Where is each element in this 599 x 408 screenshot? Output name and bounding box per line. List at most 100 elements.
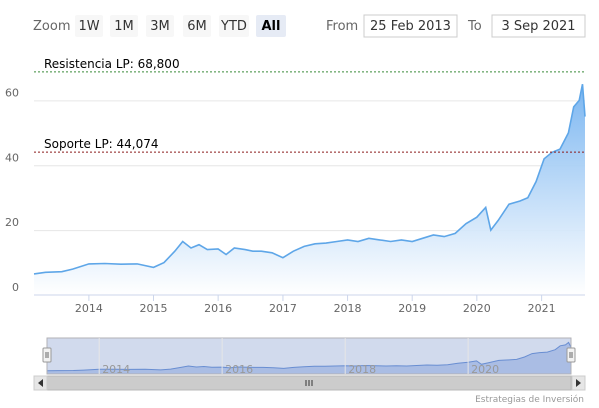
navigator-area xyxy=(47,342,571,374)
data-point xyxy=(476,216,478,218)
arrow-right-icon xyxy=(576,379,581,387)
data-point xyxy=(508,203,510,205)
navigator-tick-label: 2014 xyxy=(102,363,130,376)
zoom-button-label: 3M xyxy=(150,19,170,34)
zoom-button-3m[interactable]: 3M xyxy=(146,15,174,37)
zoom-button-1m[interactable]: 1M xyxy=(110,15,138,37)
data-point xyxy=(390,240,392,242)
data-point xyxy=(61,271,63,273)
data-point xyxy=(527,197,529,199)
x-axis: 2014 2015 2016 2017 2018 2019 2020 2021 xyxy=(75,295,556,315)
data-point xyxy=(465,223,467,225)
x-tick-label: 2019 xyxy=(398,302,426,315)
zoom-label: Zoom xyxy=(33,19,70,34)
support-label: Soporte LP: 44,074 xyxy=(44,137,159,151)
data-point xyxy=(314,243,316,245)
navigator-mask[interactable] xyxy=(46,337,572,375)
data-point xyxy=(357,240,359,242)
zoom-button-label: 1W xyxy=(78,19,99,34)
data-point xyxy=(190,247,192,249)
data-point xyxy=(271,252,273,254)
zoom-button-1w[interactable]: 1W xyxy=(75,15,103,37)
data-point xyxy=(136,263,138,265)
navigator-line xyxy=(46,341,572,372)
data-point xyxy=(454,232,456,234)
chart-credit: Estrategias de Inversión xyxy=(475,394,584,405)
data-point xyxy=(567,132,569,134)
zoom-button-ytd[interactable]: YTD xyxy=(219,15,249,37)
data-point xyxy=(282,257,284,259)
y-tick-label: 0 xyxy=(12,281,19,294)
from-date-input[interactable] xyxy=(363,14,458,38)
data-point xyxy=(490,229,492,231)
data-point xyxy=(174,250,176,252)
data-point xyxy=(368,237,370,239)
data-point xyxy=(551,151,553,153)
zoom-button-label: All xyxy=(262,19,281,34)
navigator-handle-right[interactable] xyxy=(566,347,576,363)
x-tick-label: 2015 xyxy=(140,302,168,315)
data-point xyxy=(485,206,487,208)
scrollbar-grip-icon xyxy=(305,380,313,386)
data-point xyxy=(543,158,545,160)
from-label: From xyxy=(326,19,358,34)
navigator-tick-label: 2016 xyxy=(225,363,253,376)
x-tick-label: 2014 xyxy=(75,302,103,315)
navigator-tick-label: 2020 xyxy=(471,363,499,376)
y-axis: 0 20 40 60 xyxy=(5,86,19,294)
data-point xyxy=(303,245,305,247)
data-point xyxy=(573,106,575,108)
data-point xyxy=(559,148,561,150)
series-area xyxy=(34,84,585,295)
data-point xyxy=(252,250,254,252)
y-tick-label: 20 xyxy=(5,216,19,229)
to-label: To xyxy=(467,19,482,34)
navigator[interactable]: 2014 2016 2018 2020 xyxy=(34,337,585,376)
arrow-left-icon xyxy=(38,379,43,387)
data-point xyxy=(325,242,327,244)
data-point xyxy=(497,219,499,221)
scrollbar[interactable] xyxy=(33,375,586,391)
from-date-value: 25 Feb 2013 xyxy=(370,19,451,34)
data-point xyxy=(260,250,262,252)
data-point xyxy=(198,244,200,246)
data-point xyxy=(244,249,246,251)
y-tick-label: 60 xyxy=(5,86,19,99)
data-point xyxy=(163,262,165,264)
scroll-left-button[interactable] xyxy=(33,375,48,391)
data-point xyxy=(584,116,586,118)
annotations: Resistencia LP: 68,800 Soporte LP: 44,074 xyxy=(34,57,585,153)
data-point xyxy=(233,247,235,249)
zoom-button-label: YTD xyxy=(220,19,247,34)
data-point xyxy=(432,234,434,236)
x-tick-label: 2017 xyxy=(269,302,297,315)
x-tick-label: 2021 xyxy=(528,302,556,315)
data-point xyxy=(88,263,90,265)
to-date-value: 3 Sep 2021 xyxy=(501,19,575,34)
data-point xyxy=(578,99,580,101)
series-line xyxy=(33,84,586,275)
range-selector: Zoom 1W 1M 3M 6M YTD All From 25 Feb 2013 To … xyxy=(33,14,586,38)
data-point xyxy=(400,239,402,241)
data-point xyxy=(33,273,35,275)
zoom-button-6m[interactable]: 6M xyxy=(183,15,211,37)
data-point xyxy=(104,263,106,265)
data-point xyxy=(519,200,521,202)
scroll-right-button[interactable] xyxy=(571,375,586,391)
data-point xyxy=(225,253,227,255)
resistance-label: Resistencia LP: 68,800 xyxy=(44,57,180,71)
to-date-input[interactable] xyxy=(491,14,586,38)
data-point xyxy=(582,83,584,85)
data-point xyxy=(535,181,537,183)
navigator-tick-label: 2018 xyxy=(348,363,376,376)
x-tick-label: 2018 xyxy=(334,302,362,315)
data-point xyxy=(45,271,47,273)
navigator-handle-left[interactable] xyxy=(42,347,52,363)
x-tick-label: 2016 xyxy=(204,302,232,315)
data-point xyxy=(336,240,338,242)
navigator-ticks: 2014 2016 2018 2020 xyxy=(98,338,499,376)
zoom-button-all[interactable]: All xyxy=(256,15,286,37)
data-point xyxy=(347,239,349,241)
data-point xyxy=(292,250,294,252)
